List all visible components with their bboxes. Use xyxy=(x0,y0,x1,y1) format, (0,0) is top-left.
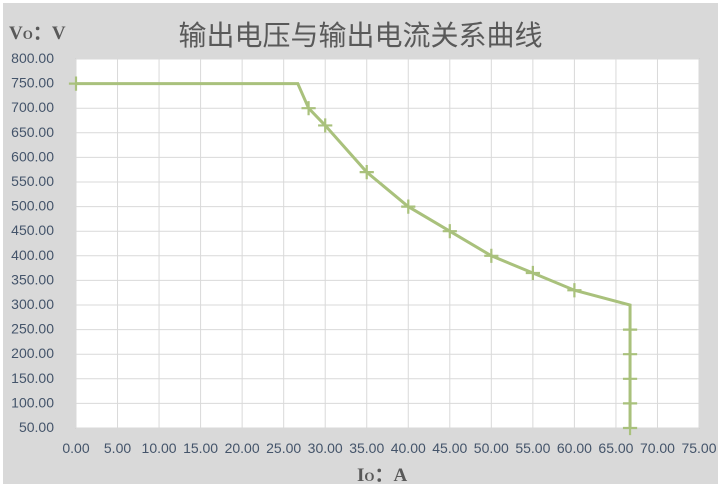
svg-text:40.00: 40.00 xyxy=(391,440,426,456)
svg-text:5.00: 5.00 xyxy=(104,440,131,456)
svg-text:600.00: 600.00 xyxy=(11,148,54,164)
svg-text:50.00: 50.00 xyxy=(19,419,54,435)
svg-text:800.00: 800.00 xyxy=(11,50,54,66)
svg-text:0.00: 0.00 xyxy=(62,440,89,456)
svg-text:60.00: 60.00 xyxy=(557,440,592,456)
svg-text:400.00: 400.00 xyxy=(11,247,54,263)
svg-text:450.00: 450.00 xyxy=(11,222,54,238)
svg-text:250.00: 250.00 xyxy=(11,321,54,337)
svg-text:10.00: 10.00 xyxy=(142,440,177,456)
svg-text:75.00: 75.00 xyxy=(681,440,716,456)
svg-text:300.00: 300.00 xyxy=(11,296,54,312)
svg-text:350.00: 350.00 xyxy=(11,271,54,287)
svg-text:55.00: 55.00 xyxy=(515,440,550,456)
svg-text:65.00: 65.00 xyxy=(598,440,633,456)
svg-text:50.00: 50.00 xyxy=(474,440,509,456)
svg-text:70.00: 70.00 xyxy=(640,440,675,456)
svg-text:15.00: 15.00 xyxy=(183,440,218,456)
svg-text:550.00: 550.00 xyxy=(11,173,54,189)
svg-text:20.00: 20.00 xyxy=(225,440,260,456)
svg-text:700.00: 700.00 xyxy=(11,99,54,115)
svg-text:500.00: 500.00 xyxy=(11,198,54,214)
svg-text:650.00: 650.00 xyxy=(11,124,54,140)
svg-text:25.00: 25.00 xyxy=(266,440,301,456)
svg-text:150.00: 150.00 xyxy=(11,370,54,386)
svg-text:30.00: 30.00 xyxy=(308,440,343,456)
svg-text:100.00: 100.00 xyxy=(11,394,54,410)
svg-text:750.00: 750.00 xyxy=(11,75,54,91)
svg-text:45.00: 45.00 xyxy=(432,440,467,456)
svg-text:35.00: 35.00 xyxy=(349,440,384,456)
svg-text:200.00: 200.00 xyxy=(11,345,54,361)
